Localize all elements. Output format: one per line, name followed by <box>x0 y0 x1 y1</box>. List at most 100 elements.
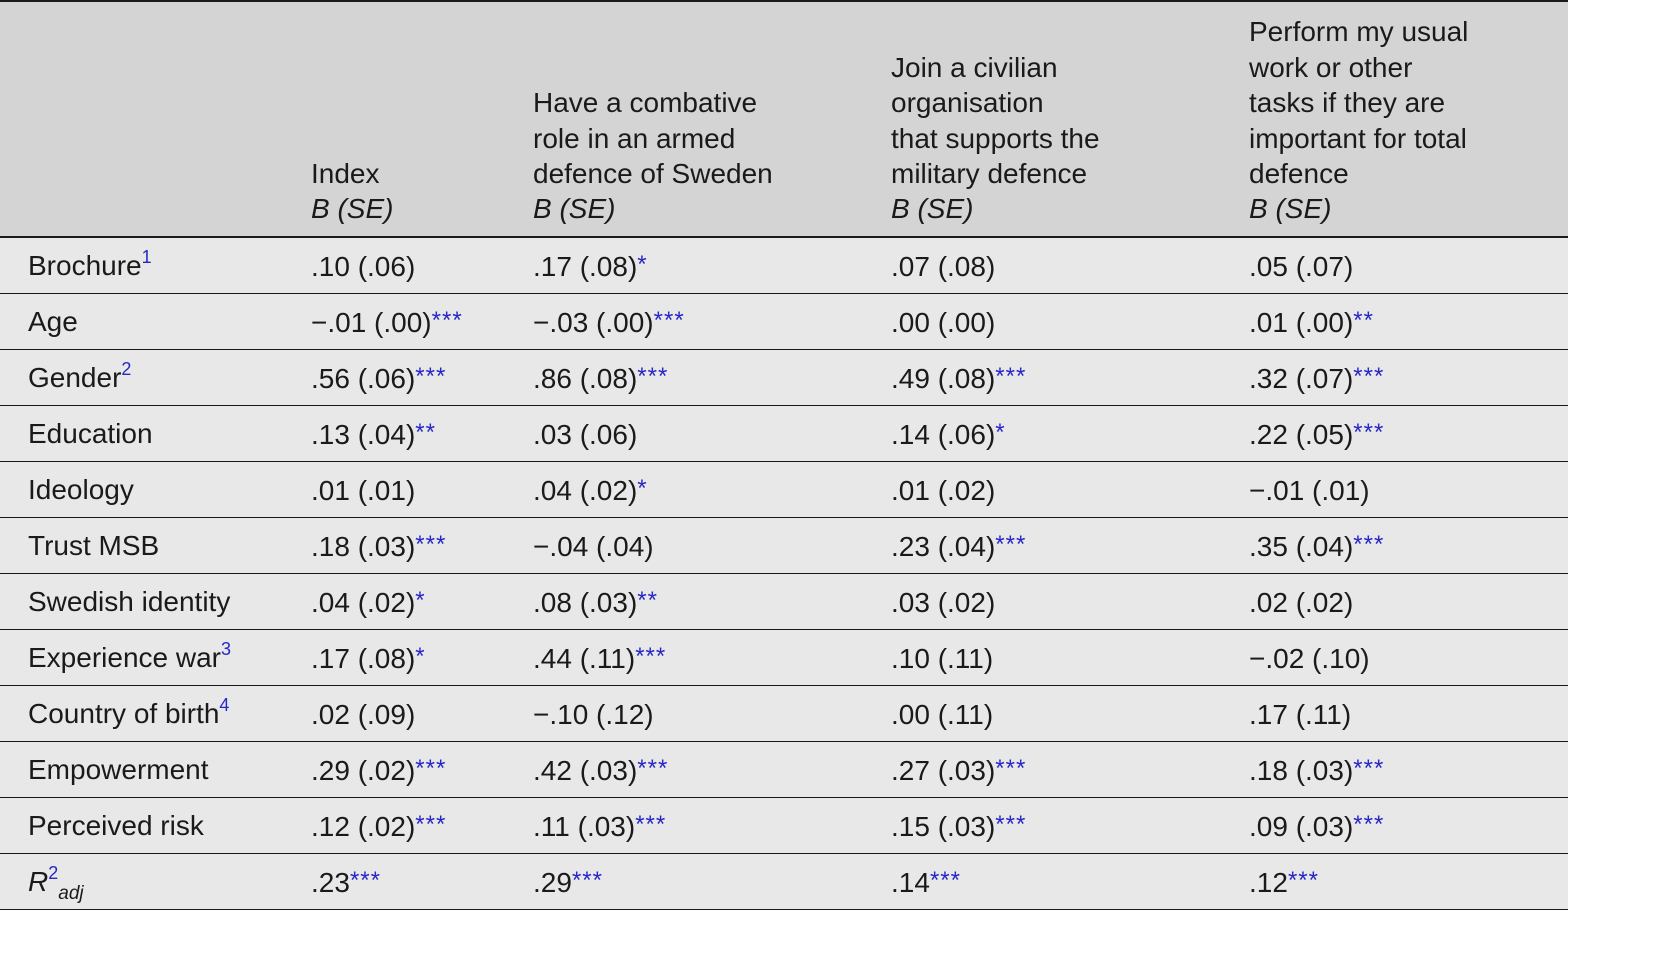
significance-stars: * <box>415 642 426 670</box>
coefficient-value: −.01 (.00) <box>311 306 432 338</box>
table-cell: .04 (.02)* <box>297 573 519 630</box>
coefficient-value: .14 (.06) <box>891 418 996 450</box>
coefficient-value: −.10 (.12) <box>533 698 654 730</box>
r2-adj-row: R2adj .23*** .29*** .14*** .12*** <box>0 853 1568 910</box>
table-cell: .29 (.02)*** <box>297 741 519 798</box>
table-cell: .17 (.08)* <box>297 629 519 686</box>
coefficient-value: .29 (.02) <box>311 754 416 786</box>
significance-stars: *** <box>571 866 603 894</box>
table-cell: .14 (.06)* <box>877 405 1235 462</box>
table-cell: .02 (.02) <box>1235 573 1568 630</box>
coefficient-value: .14 <box>891 866 930 898</box>
coefficient-value: .86 (.08) <box>533 362 638 394</box>
footnote-marker[interactable]: 4 <box>219 694 230 715</box>
table-cell: .04 (.02)* <box>519 461 877 518</box>
table-cell: −.01 (.01) <box>1235 461 1568 518</box>
table-row: Empowerment .29 (.02)*** .42 (.03)*** .27 (… <box>0 741 1568 798</box>
regression-table: Index Have a combative role in an armed … <box>0 0 1568 910</box>
footnote-marker[interactable]: 2 <box>121 358 132 379</box>
row-label: Education <box>0 405 297 462</box>
table-cell: .14*** <box>877 853 1235 910</box>
row-label-text: Country of birth <box>28 697 220 729</box>
coefficient-value: .15 (.03) <box>891 810 996 842</box>
row-label: Ideology <box>0 461 297 518</box>
table-cell: .07 (.08) <box>877 236 1235 294</box>
row-label-text: Experience war <box>28 641 221 673</box>
header-row: Index Have a combative role in an armed … <box>0 14 1568 192</box>
significance-stars: * <box>637 250 648 278</box>
table-header: Index Have a combative role in an armed … <box>0 0 1568 238</box>
table-cell: −.10 (.12) <box>519 685 877 742</box>
table-row: Gender2.56 (.06)*** .86 (.08)*** .49 (.08)… <box>0 349 1568 406</box>
table-row: Experience war3.17 (.08)* .44 (.11)*** .10… <box>0 629 1568 686</box>
row-label-text: Age <box>28 305 78 337</box>
table-cell: .13 (.04)** <box>297 405 519 462</box>
table-row: Brochure1 .10 (.06) .17 (.08)* .07 (.08) .05… <box>0 236 1568 294</box>
footnote-marker[interactable]: 3 <box>220 638 231 659</box>
row-label-text: Brochure <box>28 249 142 281</box>
row-label: Experience war3 <box>0 629 297 686</box>
table-cell: −.01 (.00)*** <box>297 293 519 350</box>
significance-stars: *** <box>1353 754 1385 782</box>
significance-stars: *** <box>637 754 669 782</box>
table-cell: .49 (.08)*** <box>877 349 1235 406</box>
table-cell: .15 (.03)*** <box>877 797 1235 854</box>
significance-stars: * <box>637 474 648 502</box>
table-cell: .23 (.04)*** <box>877 517 1235 574</box>
subheader-cell: B (SE) <box>1235 191 1568 238</box>
row-label: R2adj <box>0 853 297 910</box>
row-label-text: Swedish identity <box>28 585 231 617</box>
coefficient-value: .23 (.04) <box>891 530 996 562</box>
table-cell: .32 (.07)*** <box>1235 349 1568 406</box>
significance-stars: *** <box>415 362 447 390</box>
row-label-text: Ideology <box>28 473 134 505</box>
coefficient-value: −.02 (.10) <box>1249 642 1370 674</box>
r2-superscript[interactable]: 2 <box>48 862 59 883</box>
header-cell-combative: Have a combative role in an armed defenc… <box>533 87 773 189</box>
table-cell: .01 (.01) <box>297 461 519 518</box>
table-cell: .09 (.03)*** <box>1235 797 1568 854</box>
table-cell: .22 (.05)*** <box>1235 405 1568 462</box>
significance-stars: *** <box>1353 530 1385 558</box>
significance-stars: *** <box>1353 418 1385 446</box>
coefficient-value: −.04 (.04) <box>533 530 654 562</box>
significance-stars: *** <box>349 866 381 894</box>
subheader-cell: B (SE) <box>297 191 519 238</box>
row-label-text: Gender <box>28 361 122 393</box>
significance-stars: *** <box>431 306 463 334</box>
subheader-cell <box>0 191 297 238</box>
significance-stars: *** <box>635 810 667 838</box>
r2-adj-label: R2adj <box>28 862 84 903</box>
table-cell: .17 (.11) <box>1235 685 1568 742</box>
table-cell: −.03 (.00)*** <box>519 293 877 350</box>
coefficient-value: .13 (.04) <box>311 418 416 450</box>
coefficient-value: .11 (.03) <box>533 810 636 842</box>
coefficient-value: .10 (.06) <box>311 250 416 282</box>
coefficient-value: .03 (.02) <box>891 586 996 618</box>
table-cell: .12*** <box>1235 853 1568 910</box>
coefficient-value: .29 <box>533 866 572 898</box>
coefficient-value: .00 (.11) <box>891 698 994 730</box>
row-label-text: Empowerment <box>28 753 209 785</box>
table-row: Swedish identity .04 (.02)* .08 (.03)** .03… <box>0 573 1568 630</box>
r2-base: R <box>28 865 49 897</box>
significance-stars: ** <box>415 418 436 446</box>
coefficient-value: .17 (.08) <box>311 642 416 674</box>
coefficient-value: .10 (.11) <box>891 642 994 674</box>
coefficient-value: .04 (.02) <box>311 586 416 618</box>
significance-stars: *** <box>1353 362 1385 390</box>
table-cell: .17 (.08)* <box>519 236 877 294</box>
significance-stars: *** <box>929 866 961 894</box>
row-label-text: Trust MSB <box>28 529 160 561</box>
coefficient-value: .32 (.07) <box>1249 362 1354 394</box>
significance-stars: ** <box>637 586 658 614</box>
table-cell: .00 (.11) <box>877 685 1235 742</box>
table-cell: .86 (.08)*** <box>519 349 877 406</box>
table-cell: .01 (.02) <box>877 461 1235 518</box>
coefficient-value: .17 (.08) <box>533 250 638 282</box>
footnote-marker[interactable]: 1 <box>141 246 152 267</box>
r2-subscript: adj <box>58 882 84 904</box>
header-cell-index: Index <box>311 158 380 189</box>
coefficient-value: .01 (.00) <box>1249 306 1354 338</box>
significance-stars: *** <box>415 754 447 782</box>
